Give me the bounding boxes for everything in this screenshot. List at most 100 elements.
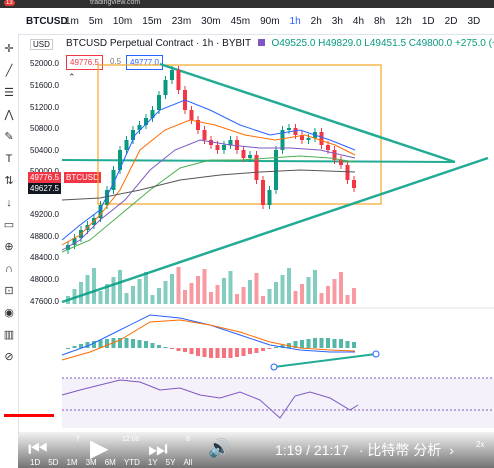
macd-bar [300,340,304,348]
progress-played[interactable] [4,414,54,417]
interval-10m[interactable]: 10m [112,15,133,27]
next-icon[interactable]: ⏭ [148,436,168,461]
chart-legend: BTCUSD Perpetual Contract · 1h · BYBIT O… [66,38,494,49]
interval-1h[interactable]: 1h [289,15,301,27]
chapter-title[interactable]: · 比特幣 分析 [358,442,442,458]
range-3m[interactable]: 3M [85,458,97,467]
price-tick: 48400.0 [30,253,59,262]
candle [215,145,220,150]
interval-1m[interactable]: 1m [65,15,79,27]
interval-2h[interactable]: 2h [310,15,322,27]
volume-bar [287,268,291,304]
macd-bar [137,340,142,348]
price-tick: 51200.0 [30,103,59,112]
macd-bar [339,339,343,348]
pattern-icon[interactable]: ⋀ [4,109,14,121]
interval-3D[interactable]: 3D [467,15,481,27]
symbol-search[interactable]: BTCUSD [26,15,68,27]
price-tick: 48000.0 [30,275,59,284]
range-5y[interactable]: 5Y [165,458,176,467]
buy-button[interactable]: 49777.0 [126,55,163,70]
macd-bar [170,348,174,349]
current-price-tag: 49776.5 [28,172,61,183]
candle [137,125,142,130]
interval-15m[interactable]: 15m [142,15,162,27]
candle [66,245,70,250]
range-all[interactable]: All [183,458,193,467]
magnet-icon[interactable]: ∩ [5,263,13,275]
interval-45m[interactable]: 45m [230,15,251,27]
prev-icon[interactable]: ⏮ [28,436,48,461]
crosshair-icon[interactable]: ✛ [4,43,14,55]
hide-icon[interactable]: ⊘ [4,351,14,363]
chevron-right-icon[interactable]: › [449,442,454,458]
interval-12h[interactable]: 12h [395,15,412,27]
macd-bar [319,338,324,348]
sell-button[interactable]: 49776.5 [66,55,103,70]
arrow-down-icon[interactable]: ↓ [6,197,12,209]
legend-square-icon[interactable] [257,39,265,46]
volume-bar [345,295,350,304]
interval-3h[interactable]: 3h [331,15,343,27]
macd-line-anchor[interactable] [270,363,278,371]
interval-8h[interactable]: 8h [374,15,386,27]
macd-line-anchor-end[interactable] [372,350,380,358]
interval-1D[interactable]: 1D [421,15,435,27]
currency-select[interactable]: USD [30,39,53,50]
range-1m[interactable]: 1M [66,458,78,467]
speed-label[interactable]: 2x [476,440,485,449]
tab-count-badge[interactable]: 13 [4,0,15,6]
macd-bar [144,341,148,348]
range-1y[interactable]: 1Y [147,458,158,467]
interval-90m[interactable]: 90m [260,15,280,27]
range-1d[interactable]: 1D [30,458,41,467]
interval-4h[interactable]: 4h [352,15,365,27]
rectangle-drawing[interactable] [97,64,382,205]
interval-30m[interactable]: 30m [201,15,221,27]
interval-5m[interactable]: 5m [88,15,103,27]
fib-icon[interactable]: ☰ [4,87,14,99]
interval-2D[interactable]: 2D [444,15,458,27]
volume-bar [150,295,155,304]
cursor-price-tag: 49627.5 [28,183,61,194]
candle [189,110,194,120]
ma-gray [61,169,356,201]
candle [105,190,109,205]
volume-bar [313,270,317,304]
lock-icon[interactable]: ⊡ [4,285,14,297]
rsi-band [62,378,494,428]
text-icon[interactable]: T [5,153,13,165]
collapse-chevron-icon[interactable]: ⌃ [68,72,76,82]
chart-toolbar: BTCUSD 1m 5m 10m 15m 23m 30m 45m 90m 1h 2h 3h 4h 8h 1… [0,8,494,35]
interval-23m[interactable]: 23m [171,15,192,27]
volume-bar [241,287,246,304]
volume-icon[interactable]: 🔊 [208,438,231,458]
play-icon[interactable]: ▶ [90,435,109,462]
volume-bar [131,286,135,304]
forecast-icon[interactable]: ⇅ [4,175,14,187]
browser-tab-strip: 13 tradingview.com [0,0,494,8]
ruler-icon[interactable]: ▭ [3,219,15,231]
zoom-icon[interactable]: ⊕ [4,241,14,253]
range-ytd[interactable]: YTD [123,458,140,467]
candle [209,140,213,145]
eye-icon[interactable]: ◉ [4,307,14,319]
upper-trendline[interactable] [159,62,456,164]
range-5d[interactable]: 5D [48,458,59,467]
volume-series [66,267,356,304]
trendline-icon[interactable]: ╱ [5,65,13,77]
price-tick: 52000.0 [30,59,59,68]
macd-trendline[interactable] [273,353,377,368]
macd-bar [222,348,226,358]
candle [144,118,148,125]
brush-icon[interactable]: ✎ [4,131,14,143]
price-tick: 50400.0 [30,146,59,155]
candle [170,70,174,80]
volume-bar [280,275,285,304]
range-6m[interactable]: 6M [104,458,116,467]
lower-trendline[interactable] [61,156,489,304]
trash-icon[interactable]: ▥ [3,329,15,341]
time-tick: 8 [186,436,190,443]
candle [235,140,239,150]
